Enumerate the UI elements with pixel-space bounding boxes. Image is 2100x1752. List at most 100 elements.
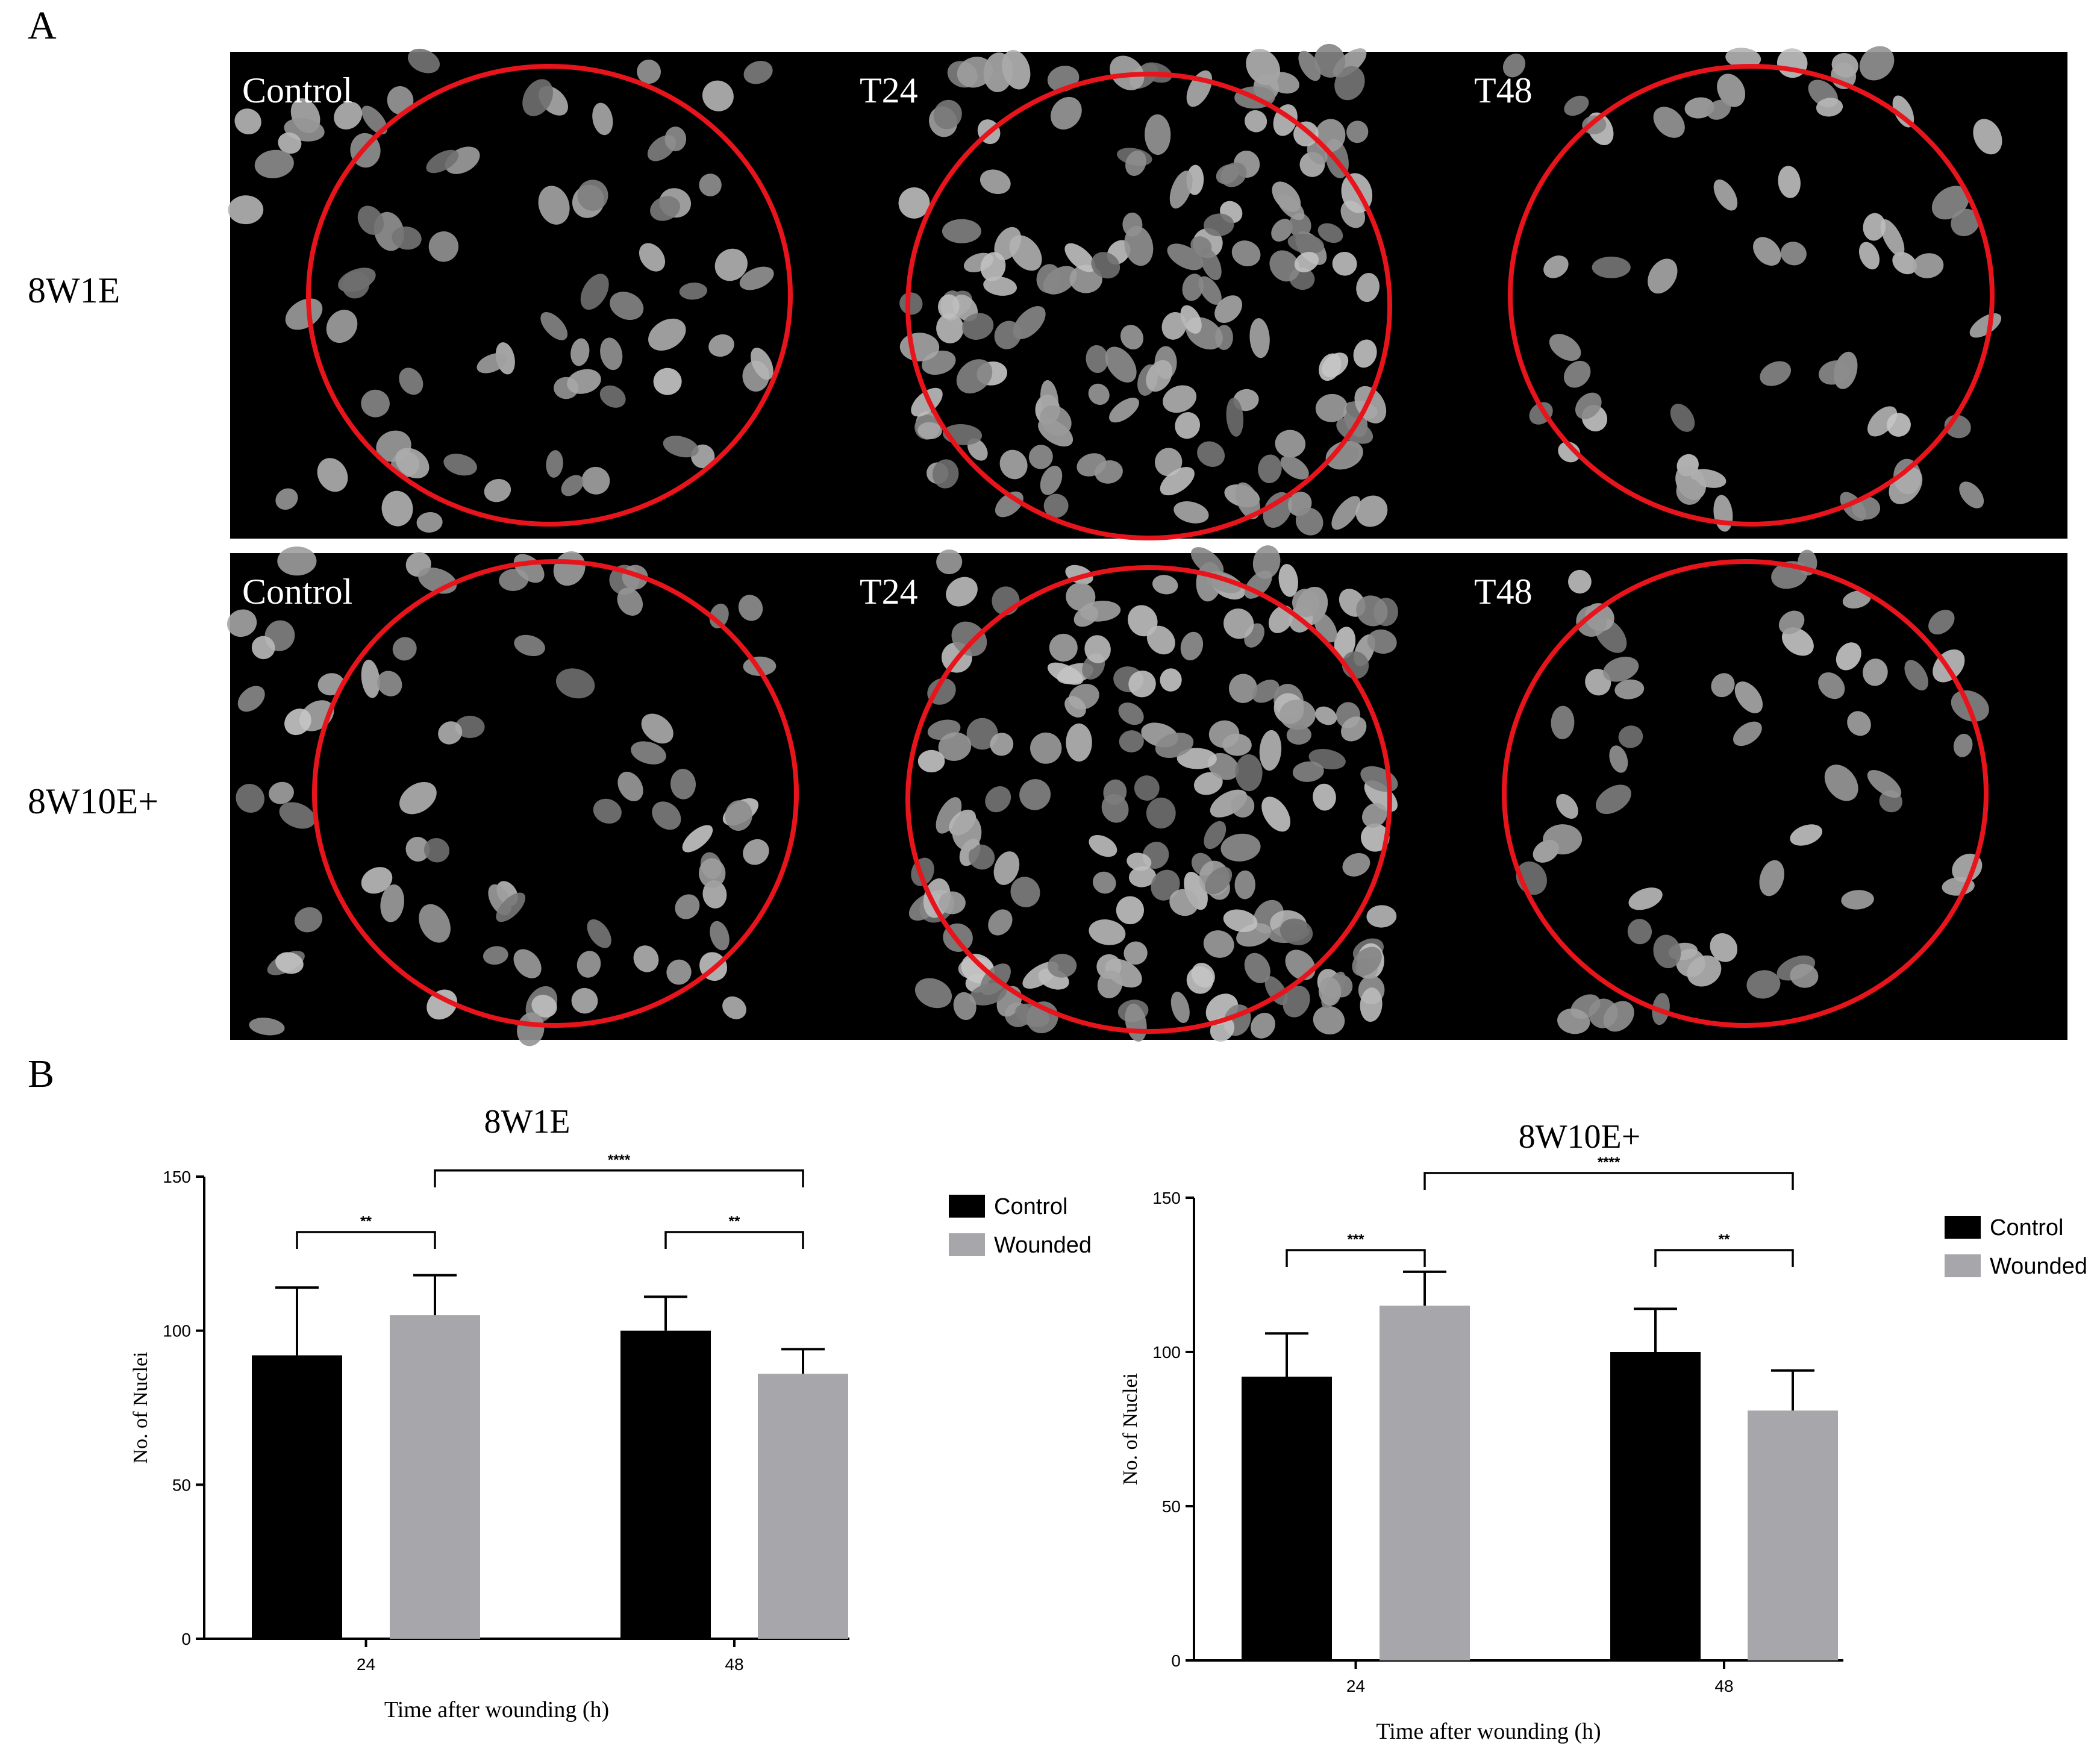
chart-title: 8W1E — [484, 1103, 570, 1140]
nucleus — [1287, 233, 1324, 254]
nucleus — [1231, 794, 1255, 818]
nucleus — [1567, 569, 1592, 594]
nucleus — [1261, 796, 1290, 832]
nucleus — [1169, 889, 1199, 916]
wound-circle-8w1e-t48 — [1508, 64, 1995, 527]
nucleus — [361, 389, 390, 418]
nucleus — [540, 312, 568, 340]
nucleus — [999, 449, 1028, 480]
nucleus — [1036, 264, 1061, 293]
nucleus — [957, 57, 993, 88]
y-tick-label: 0 — [181, 1630, 191, 1648]
nucleus — [567, 369, 601, 394]
nucleus — [1628, 887, 1663, 910]
y-tick-label: 150 — [163, 1168, 191, 1186]
nucleus — [1951, 208, 1980, 237]
nucleus — [610, 292, 644, 321]
nucleus — [1653, 107, 1685, 138]
nucleus — [1170, 992, 1190, 1023]
nucleus — [1175, 412, 1201, 439]
nucleus — [380, 884, 405, 922]
nucleus — [1161, 311, 1187, 340]
nucleus — [279, 802, 316, 829]
nucleus — [637, 59, 661, 84]
significance-bracket — [1423, 1172, 1794, 1190]
nucleus — [1717, 74, 1746, 107]
nucleus — [1614, 679, 1645, 699]
nucleus — [361, 105, 387, 135]
nucleus — [600, 337, 623, 371]
nucleus — [419, 904, 451, 943]
nucleus — [1180, 631, 1204, 661]
nucleus — [952, 813, 982, 851]
nucleus — [361, 659, 380, 698]
nucleus — [1252, 680, 1280, 703]
nucleus — [1220, 833, 1261, 862]
nucleus — [1203, 930, 1234, 958]
nucleus — [1125, 150, 1146, 177]
nucleus — [952, 295, 978, 322]
nucleus — [1928, 610, 1955, 635]
x-axis-label: Time after wounding (h) — [1376, 1719, 1601, 1744]
nucleus — [1331, 496, 1361, 530]
nucleus — [679, 283, 708, 300]
nucleus — [1334, 66, 1365, 101]
nucleus — [1863, 659, 1888, 686]
nucleus — [428, 231, 459, 262]
nucleus — [357, 205, 384, 235]
legend-label-control: Control — [994, 1194, 1068, 1219]
nucleus — [1760, 361, 1792, 386]
nucleus — [1226, 398, 1244, 437]
nucleus — [914, 978, 952, 1009]
significance-bracket — [434, 1169, 804, 1187]
nucleus — [743, 60, 773, 84]
nucleus — [1244, 953, 1270, 983]
panel-label-8w1e-t24: T24 — [860, 70, 918, 110]
nucleus — [1557, 1008, 1590, 1034]
nucleus — [1198, 276, 1222, 305]
nucleus — [1340, 716, 1367, 742]
nucleus — [1627, 919, 1652, 945]
legend-swatch-wounded — [949, 1233, 985, 1256]
nucleus — [699, 174, 722, 196]
legend-swatch-wounded — [1945, 1254, 1981, 1277]
nucleus — [1128, 605, 1158, 637]
wound-circles — [306, 64, 1995, 1034]
nucleus — [1249, 318, 1270, 358]
nucleus — [1169, 171, 1193, 209]
nucleus — [1155, 733, 1194, 759]
nucleus — [1066, 723, 1092, 762]
nucleus — [334, 101, 363, 130]
nucleus — [675, 894, 700, 919]
nucleus — [1725, 48, 1761, 69]
nucleus — [980, 252, 1006, 281]
nucleus — [652, 801, 681, 830]
nucleus — [1904, 660, 1929, 690]
nucleus — [1564, 360, 1591, 388]
nucleus — [1040, 465, 1063, 495]
nucleus — [1294, 251, 1319, 273]
nucleus — [1269, 250, 1300, 282]
nucleus — [1551, 705, 1575, 739]
nucleus — [571, 987, 598, 1014]
panel-b-letter: B — [28, 1052, 55, 1096]
nucleus — [1088, 383, 1110, 405]
nucleus — [1334, 627, 1356, 659]
nucleus — [405, 836, 430, 862]
nucleus — [513, 949, 542, 978]
nucleus — [983, 52, 1013, 93]
nucleus — [1279, 699, 1316, 730]
nucleus — [1145, 114, 1171, 155]
nucleus — [1163, 385, 1197, 413]
nucleus — [648, 318, 686, 351]
nucleus — [1746, 970, 1781, 999]
nucleus — [936, 797, 962, 834]
nucleus — [1066, 583, 1096, 611]
nucleus — [1543, 255, 1569, 278]
significance-bracket — [1654, 1249, 1794, 1268]
nucleus — [1049, 633, 1078, 662]
nucleus — [1216, 164, 1239, 184]
nucleus — [395, 448, 430, 479]
nucleus — [1298, 51, 1321, 81]
nucleus — [399, 782, 437, 815]
